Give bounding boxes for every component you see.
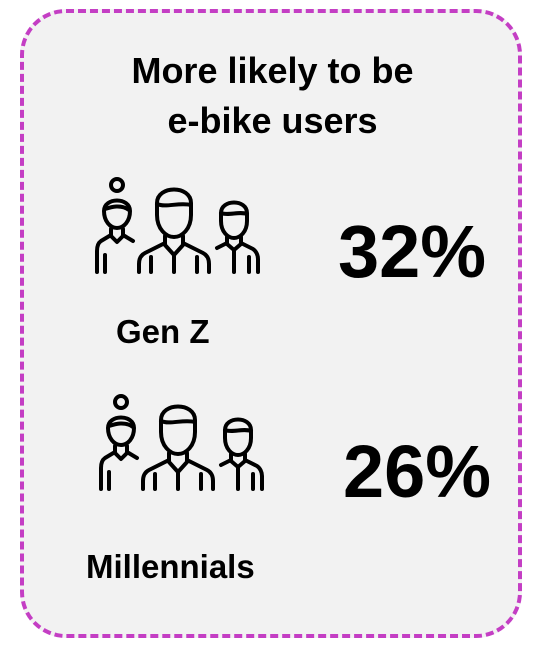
gen-z-label: Gen Z (116, 313, 210, 350)
millennials-label: Millennials (86, 548, 255, 585)
millennials-percent: 26% (343, 430, 492, 513)
card-title: More likely to be e-bike users (0, 46, 545, 146)
card-title-line-2: e-bike users (167, 100, 378, 141)
people-group-icon (97, 392, 265, 492)
people-group-icon (93, 175, 261, 275)
card-title-line-1: More likely to be (131, 50, 414, 91)
stats-card (20, 9, 522, 638)
gen-z-percent: 32% (338, 210, 487, 293)
